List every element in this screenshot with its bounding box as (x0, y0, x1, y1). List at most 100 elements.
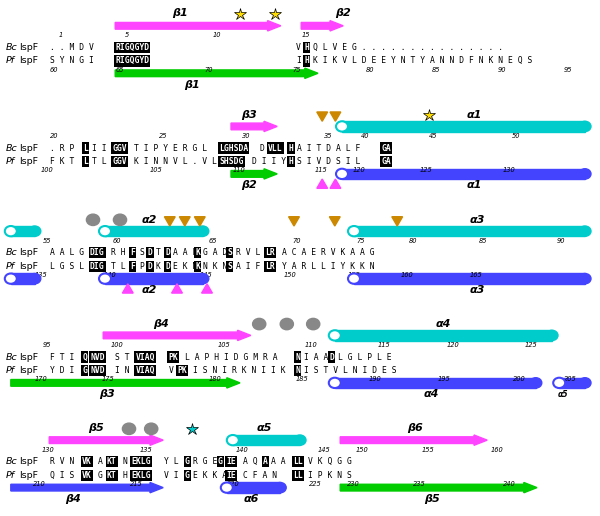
Text: 120: 120 (352, 167, 365, 173)
Text: β1: β1 (172, 8, 188, 19)
Text: β5: β5 (424, 494, 440, 505)
Text: V: V (296, 43, 301, 52)
Bar (335, 330, 552, 341)
Text: K: K (195, 248, 200, 257)
Text: I: I (296, 56, 301, 66)
Text: T: T (156, 248, 161, 257)
Text: Bc: Bc (6, 457, 18, 466)
Bar (342, 121, 585, 132)
Text: PK: PK (169, 352, 178, 362)
Text: A Q: A Q (243, 457, 257, 466)
Text: 135: 135 (139, 446, 152, 453)
Text: I S N I R K N I I K: I S N I R K N I I K (193, 366, 286, 375)
Text: C F A N: C F A N (243, 471, 277, 480)
Text: 15: 15 (301, 32, 310, 38)
Text: IspF: IspF (19, 43, 38, 52)
Text: 210: 210 (33, 481, 46, 487)
Text: 40: 40 (361, 133, 370, 139)
Text: α3: α3 (469, 285, 485, 295)
Text: 105: 105 (150, 167, 163, 173)
Circle shape (227, 435, 239, 445)
Circle shape (329, 378, 341, 388)
Text: 70: 70 (292, 237, 301, 244)
Text: 160: 160 (400, 272, 413, 278)
Text: R H: R H (111, 248, 125, 257)
Text: α5: α5 (557, 390, 568, 399)
Circle shape (579, 273, 591, 284)
Polygon shape (202, 284, 212, 293)
Text: α5: α5 (256, 423, 272, 433)
FancyArrow shape (49, 435, 163, 445)
Text: L A P H I D G M R A: L A P H I D G M R A (185, 352, 277, 362)
Text: V: V (169, 366, 173, 375)
Text: A C A E R V K A A G: A C A E R V K A A G (282, 248, 374, 257)
Text: S: S (139, 248, 144, 257)
Text: L G S L: L G S L (50, 262, 84, 271)
Text: R V L L: R V L L (236, 248, 270, 257)
Text: 110: 110 (305, 342, 317, 348)
Text: 165: 165 (470, 272, 482, 278)
Text: 150: 150 (356, 446, 368, 453)
Text: S T: S T (115, 352, 129, 362)
Text: NVD: NVD (91, 366, 105, 375)
Text: α4: α4 (435, 318, 451, 329)
Text: 85: 85 (432, 67, 440, 73)
Text: 95: 95 (564, 67, 572, 73)
Text: 80: 80 (366, 67, 374, 73)
Text: F: F (130, 262, 135, 271)
Circle shape (579, 378, 591, 388)
Text: IE: IE (226, 457, 236, 466)
Circle shape (348, 226, 360, 236)
Bar (227, 482, 280, 493)
FancyArrow shape (301, 21, 343, 31)
Text: S: S (227, 262, 232, 271)
Text: L G L P L E: L G L P L E (338, 352, 391, 362)
Circle shape (329, 330, 341, 341)
Text: PK: PK (177, 366, 187, 375)
Text: IspF: IspF (19, 457, 38, 466)
Text: 100: 100 (111, 342, 124, 348)
Circle shape (29, 226, 41, 236)
Polygon shape (289, 217, 299, 226)
Text: 200: 200 (513, 376, 526, 382)
Bar (354, 226, 585, 236)
Text: S I V D S I L: S I V D S I L (297, 157, 361, 166)
Text: LL: LL (293, 471, 302, 480)
Text: A I T D A L F: A I T D A L F (297, 143, 361, 153)
Text: Pf: Pf (6, 262, 15, 271)
Text: D I I Y: D I I Y (252, 157, 286, 166)
Bar (335, 378, 536, 388)
Text: R V N: R V N (50, 457, 74, 466)
Circle shape (294, 435, 306, 445)
Circle shape (99, 226, 111, 236)
Text: L: L (83, 143, 88, 153)
Text: α2: α2 (141, 285, 157, 295)
Text: α1: α1 (466, 110, 482, 120)
Text: F: F (130, 248, 135, 257)
Text: 105: 105 (217, 342, 230, 348)
Text: Pf: Pf (6, 157, 15, 166)
Text: 20: 20 (50, 133, 58, 139)
Polygon shape (194, 217, 205, 226)
Text: H: H (289, 143, 293, 153)
Text: lspF: lspF (19, 157, 38, 166)
Text: β1: β1 (184, 79, 200, 90)
Text: Y L: Y L (164, 457, 179, 466)
Text: D: D (329, 352, 334, 362)
Text: 225: 225 (309, 481, 322, 487)
FancyArrow shape (115, 21, 281, 31)
Text: N: N (122, 457, 127, 466)
Bar (342, 169, 585, 179)
Text: RIGQGYD: RIGQGYD (115, 43, 149, 52)
Text: H: H (304, 43, 309, 52)
Text: VIAQ: VIAQ (136, 366, 155, 375)
Text: GGV: GGV (112, 143, 127, 153)
Text: Y D I: Y D I (50, 366, 74, 375)
Text: 195: 195 (438, 376, 451, 382)
Polygon shape (164, 217, 175, 226)
Polygon shape (179, 217, 190, 226)
Bar (11, 273, 35, 284)
Text: Bc: Bc (6, 248, 18, 257)
Text: 75: 75 (292, 67, 301, 73)
Text: F K T: F K T (50, 157, 74, 166)
